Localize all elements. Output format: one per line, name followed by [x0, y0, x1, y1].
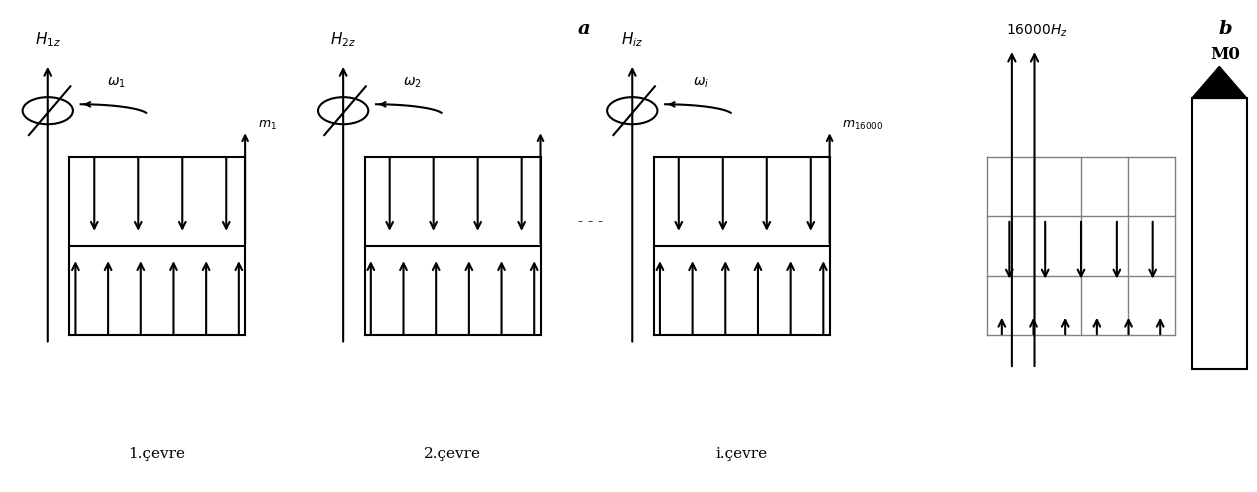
Text: 1.çevre: 1.çevre [128, 447, 186, 461]
Text: $m_1$: $m_1$ [258, 119, 277, 132]
Text: - - -: - - - [578, 215, 603, 229]
Text: $\omega_1$: $\omega_1$ [107, 76, 127, 91]
Text: $\omega_2$: $\omega_2$ [403, 76, 421, 91]
Text: i.çevre: i.çevre [715, 447, 768, 461]
Text: $H_{2z}$: $H_{2z}$ [331, 31, 356, 49]
Text: 2.çevre: 2.çevre [424, 447, 481, 461]
Text: M0: M0 [1210, 46, 1241, 63]
Text: $H_{1z}$: $H_{1z}$ [35, 31, 60, 49]
Text: b: b [1219, 21, 1232, 38]
Polygon shape [1192, 66, 1247, 98]
Text: $16000H_z$: $16000H_z$ [1006, 23, 1068, 39]
Text: $\omega_i$: $\omega_i$ [694, 76, 709, 91]
Text: a: a [578, 21, 591, 38]
Bar [1192, 98, 1247, 369]
Text: $m_{16000}$: $m_{16000}$ [842, 119, 884, 132]
Text: $H_{iz}$: $H_{iz}$ [621, 31, 644, 49]
